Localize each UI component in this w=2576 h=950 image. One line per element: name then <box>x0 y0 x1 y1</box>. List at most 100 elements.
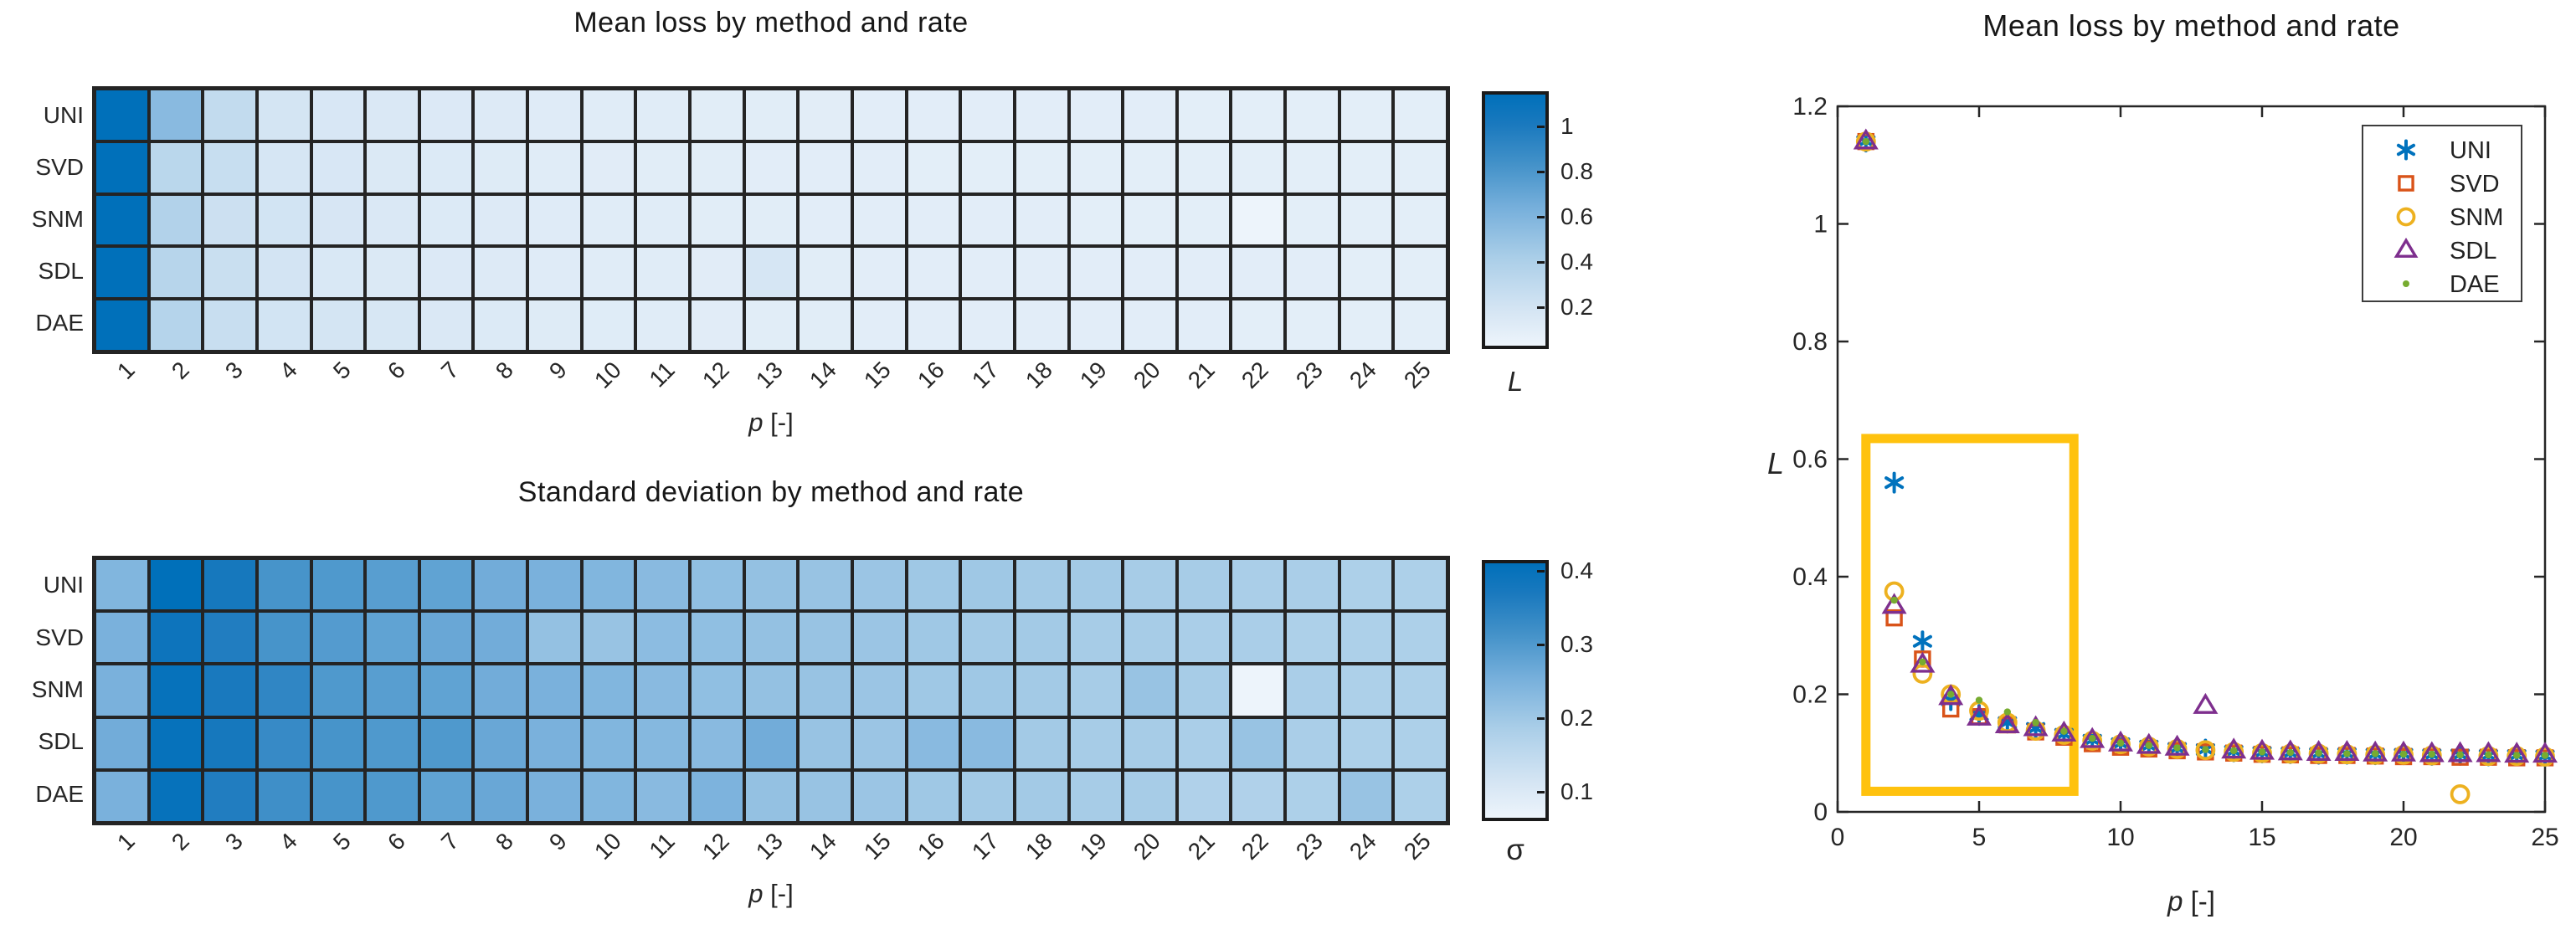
heatmap-cell <box>1070 300 1122 350</box>
heatmap-cell <box>1178 560 1230 610</box>
marker-dot <box>2003 708 2011 716</box>
heatmap-x-tick: 18 <box>1021 357 1058 393</box>
heatmap-x-tick: 10 <box>589 828 626 865</box>
marker-dot <box>1919 658 1926 666</box>
marker-dot <box>2089 734 2096 742</box>
colorbar-tick-mark <box>1537 125 1545 128</box>
marker-triangle <box>1853 128 1879 150</box>
heatmap-cell <box>1287 195 1338 245</box>
heatmap-cell <box>1124 771 1175 821</box>
heatmap-cell <box>150 195 202 245</box>
heatmap-cell <box>150 560 202 610</box>
colorbar-tick-mark <box>1537 170 1545 173</box>
heatmap-x-tick: 9 <box>544 828 572 855</box>
heatmap-cell <box>1340 560 1392 610</box>
heatmap-cell <box>1395 90 1446 140</box>
row-label: SVD <box>35 154 84 180</box>
heatmap-cell <box>1070 142 1122 193</box>
marker-square <box>1885 609 1903 627</box>
heatmap-cell <box>637 613 689 663</box>
heatmap-cell <box>853 613 905 663</box>
marker-dot <box>1975 696 1983 704</box>
heatmap-cell <box>420 613 472 663</box>
heatmap-cell <box>908 300 959 350</box>
heatmap-cell <box>367 718 418 768</box>
heatmap-cell <box>1232 90 1284 140</box>
heatmap-cell <box>1395 613 1446 663</box>
heatmap-x-tick: 24 <box>1345 357 1382 393</box>
heatmap-x-tick: 16 <box>913 828 950 865</box>
heatmap-cell <box>1395 300 1446 350</box>
row-label: UNI <box>43 102 84 128</box>
heatmap-cell <box>1340 613 1392 663</box>
heatmap-cell <box>853 90 905 140</box>
marker-triangle <box>2221 737 2247 759</box>
heatmap-x-tick: 11 <box>644 828 680 864</box>
heatmap-cell <box>637 665 689 716</box>
marker-asterisk <box>1884 476 1905 490</box>
colorbar-tick-label: 0.4 <box>1561 249 1593 275</box>
marker-dot <box>2258 748 2266 756</box>
heatmap-grid <box>92 556 1450 825</box>
x-tick-label: 20 <box>2389 824 2417 851</box>
marker-dot <box>2060 727 2068 735</box>
heatmap-cell <box>1340 90 1392 140</box>
heatmap-cell <box>583 248 635 298</box>
heatmap-cell <box>692 195 743 245</box>
heatmap-cell <box>1124 613 1175 663</box>
marker-circle <box>2450 784 2471 804</box>
heatmap-cell <box>367 300 418 350</box>
heatmap-cell <box>475 665 527 716</box>
heatmap-cell <box>312 90 364 140</box>
heatmap-x-tick: 21 <box>1182 357 1220 393</box>
marker-dot <box>2343 750 2351 757</box>
heatmap-cell <box>204 613 255 663</box>
heatmap-cell <box>1232 771 1284 821</box>
p-symbol: p <box>748 879 764 908</box>
row-label: UNI <box>43 572 84 598</box>
heatmap-cell <box>204 665 255 716</box>
marker-triangle <box>1910 651 1936 673</box>
heatmap-cell <box>420 560 472 610</box>
heatmap-cell <box>637 771 689 821</box>
heatmap-cell <box>312 248 364 298</box>
heatmap-cell <box>1015 90 1067 140</box>
heatmap-cell <box>96 300 147 350</box>
heatmap-cell <box>475 195 527 245</box>
heatmap-cell <box>150 90 202 140</box>
heatmap-x-tick: 19 <box>1074 357 1112 393</box>
heatmap-cell <box>1395 142 1446 193</box>
colorbar-mean-label: L <box>1507 366 1524 397</box>
heatmap-cell <box>745 142 797 193</box>
marker-dot <box>2286 748 2294 757</box>
marker-dot <box>2032 719 2039 727</box>
p-unit: [-] <box>763 408 794 437</box>
heatmap-cell <box>258 560 310 610</box>
heatmap-cell <box>1287 613 1338 663</box>
heatmap-cell <box>204 300 255 350</box>
heatmap-cell <box>367 771 418 821</box>
heatmap-cell <box>1015 142 1067 193</box>
heatmap-cell <box>312 718 364 768</box>
heatmap-cell <box>204 248 255 298</box>
heatmap-cell <box>1124 142 1175 193</box>
colorbar-tick-label: 0.2 <box>1561 294 1593 321</box>
colorbar-tick-label: 0.1 <box>1561 778 1593 805</box>
row-label: SVD <box>35 624 84 650</box>
heatmap-x-tick: 6 <box>382 828 410 855</box>
heatmap-cell <box>1232 195 1284 245</box>
heatmap-cell <box>637 560 689 610</box>
heatmap-cell <box>745 300 797 350</box>
heatmap-cell <box>1178 613 1230 663</box>
heatmap-cell <box>692 613 743 663</box>
heatmap-cell <box>745 771 797 821</box>
heatmap-cell <box>420 665 472 716</box>
heatmap-x-tick: 22 <box>1237 828 1274 865</box>
p-unit: [-] <box>2183 886 2215 917</box>
heatmap-cell <box>853 248 905 298</box>
heatmap-cell <box>583 142 635 193</box>
colorbar-tick-label: 0.3 <box>1561 630 1593 657</box>
heatmap-cell <box>1015 248 1067 298</box>
heatmap-cell <box>962 771 1013 821</box>
heatmap-cell <box>150 248 202 298</box>
